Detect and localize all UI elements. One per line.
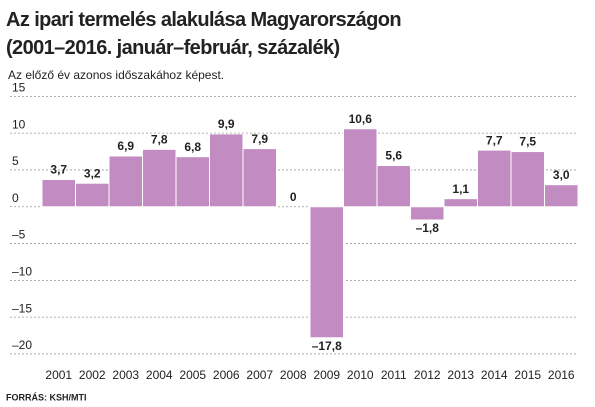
value-label: 9,9 [218,117,235,131]
bar [242,148,277,208]
chart-subtitle: Az előző év azonos időszakához képest. [8,68,224,82]
bar [343,128,378,208]
chart-title-line2: (2001–2016. január–február, százalék) [6,37,340,59]
value-label: 6,9 [117,139,134,153]
value-label: 3,2 [84,166,101,180]
source: FORRÁS: KSH/MTI [6,392,87,402]
value-label: 7,9 [251,132,268,146]
y-tick-label: –5 [12,228,26,242]
bar [108,155,143,208]
y-tick-label: –15 [12,301,32,315]
x-tick-label: 2015 [514,368,541,382]
x-tick-label: 2012 [414,368,441,382]
value-label: 7,5 [519,135,536,149]
x-tick-label: 2010 [347,368,374,382]
x-tick-label: 2001 [45,368,72,382]
bar [75,182,110,208]
bar [443,198,478,208]
chart-title: Az ipari termelés alakulása Magyarország… [6,9,401,31]
x-tick-label: 2014 [481,368,508,382]
bar [175,156,210,208]
y-tick-label: –20 [12,338,32,352]
value-label: 3,7 [50,163,67,177]
y-tick-label: 15 [12,81,26,95]
bar [410,206,445,221]
value-label: 6,8 [184,140,201,154]
bar [142,148,177,208]
y-tick-label: 10 [12,117,26,131]
value-label: 7,7 [486,133,503,147]
value-label: –1,8 [416,221,440,235]
x-tick-label: 2007 [246,368,273,382]
bar [477,149,512,208]
value-label: 10,6 [349,112,373,126]
bar [376,165,411,208]
x-tick-label: 2005 [179,368,206,382]
x-tick-label: 2004 [146,368,173,382]
bar [41,179,76,208]
bar [309,206,344,339]
y-tick-label: 0 [12,191,19,205]
x-tick-label: 2006 [213,368,240,382]
x-tick-label: 2008 [280,368,307,382]
bar [510,151,545,208]
value-label: 5,6 [385,149,402,163]
y-tick-label: 5 [12,154,19,168]
x-tick-label: 2013 [447,368,474,382]
y-tick-label: –10 [12,265,32,279]
bar [209,133,244,208]
bar [544,184,579,208]
x-tick-label: 2002 [79,368,106,382]
x-tick-label: 2011 [381,368,407,382]
x-tick-label: 2016 [548,368,575,382]
value-label: 7,8 [151,133,168,147]
x-tick-label: 2009 [313,368,340,382]
value-label: –17,8 [312,339,342,353]
value-label: 1,1 [452,182,469,196]
value-label: 3,0 [553,168,570,182]
x-tick-label: 2003 [112,368,139,382]
value-label: 0 [290,190,297,204]
